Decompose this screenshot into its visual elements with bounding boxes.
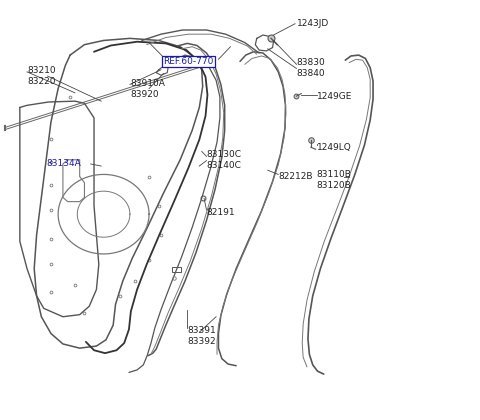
- Text: 1249LQ: 1249LQ: [317, 143, 351, 152]
- Text: 83830
83840: 83830 83840: [297, 58, 325, 78]
- Text: 82191: 82191: [206, 207, 235, 217]
- Text: 83210
83220: 83210 83220: [27, 66, 56, 86]
- Text: 83134A: 83134A: [46, 160, 81, 168]
- Text: 82212B: 82212B: [278, 172, 313, 181]
- Text: REF.60-770: REF.60-770: [163, 57, 214, 66]
- Text: 1249GE: 1249GE: [317, 92, 352, 102]
- Bar: [172, 267, 180, 272]
- Text: 83391
83392: 83391 83392: [187, 326, 216, 346]
- Text: 83110B
83120B: 83110B 83120B: [317, 170, 351, 190]
- Text: 83130C
83140C: 83130C 83140C: [206, 150, 241, 170]
- Text: 1243JD: 1243JD: [298, 19, 330, 28]
- Text: 83910A
83920: 83910A 83920: [130, 79, 165, 99]
